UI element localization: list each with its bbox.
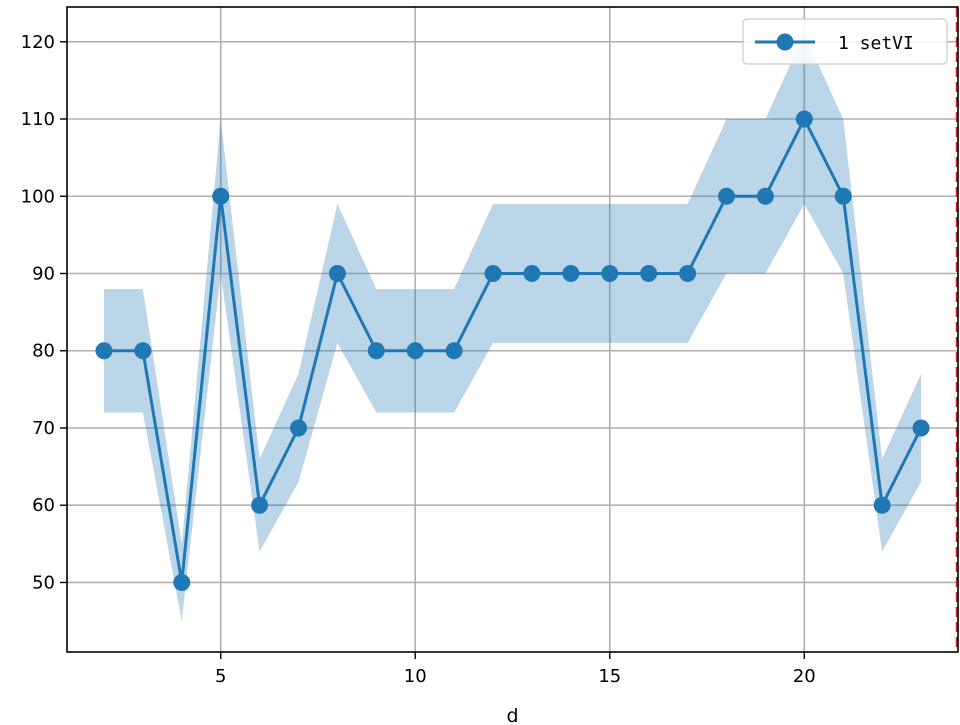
data-point bbox=[756, 187, 774, 205]
y-tick-label: 110 bbox=[21, 109, 55, 130]
data-point bbox=[290, 419, 308, 437]
y-tick-label: 120 bbox=[21, 32, 55, 53]
data-point bbox=[367, 342, 385, 360]
x-tick-label: 20 bbox=[793, 666, 816, 687]
data-point bbox=[795, 110, 813, 128]
data-point bbox=[445, 342, 463, 360]
series-line-layer bbox=[103, 117, 923, 584]
data-point-layer bbox=[95, 110, 930, 591]
legend-box bbox=[742, 18, 948, 65]
y-tick-label: 90 bbox=[32, 263, 55, 284]
confidence-band-layer bbox=[103, 34, 922, 622]
data-point bbox=[328, 264, 346, 282]
data-point bbox=[601, 264, 619, 282]
data-point bbox=[523, 264, 541, 282]
data-point bbox=[834, 187, 852, 205]
x-axis-ticks: 5 10 15 20 bbox=[215, 652, 816, 687]
data-point bbox=[212, 187, 230, 205]
data-point bbox=[640, 264, 658, 282]
x-tick-label: 15 bbox=[598, 666, 621, 687]
data-point bbox=[717, 187, 735, 205]
data-point bbox=[251, 496, 269, 514]
confidence-band bbox=[103, 34, 922, 622]
data-point bbox=[484, 264, 502, 282]
legend-point-marker bbox=[776, 33, 794, 51]
y-tick-label: 70 bbox=[32, 418, 55, 439]
x-axis-label: d bbox=[506, 705, 518, 725]
data-point bbox=[134, 342, 152, 360]
y-tick-label: 80 bbox=[32, 341, 55, 362]
data-point bbox=[562, 264, 580, 282]
data-point bbox=[873, 496, 891, 514]
y-tick-label: 60 bbox=[32, 495, 55, 516]
series-line bbox=[103, 117, 923, 584]
legend-label: 1 setVI bbox=[838, 33, 914, 54]
data-point bbox=[912, 419, 930, 437]
data-point bbox=[173, 573, 191, 591]
data-point bbox=[679, 264, 697, 282]
data-point bbox=[406, 342, 424, 360]
y-tick-label: 50 bbox=[32, 572, 55, 593]
y-axis-ticks: 50 60 70 80 90 100 110 120 bbox=[21, 32, 67, 593]
data-point bbox=[95, 342, 113, 360]
legend: 1 setVI bbox=[742, 18, 948, 65]
x-tick-label: 5 bbox=[215, 666, 226, 687]
x-tick-label: 10 bbox=[404, 666, 427, 687]
y-tick-label: 100 bbox=[21, 186, 55, 207]
plot-frame bbox=[66, 6, 959, 653]
